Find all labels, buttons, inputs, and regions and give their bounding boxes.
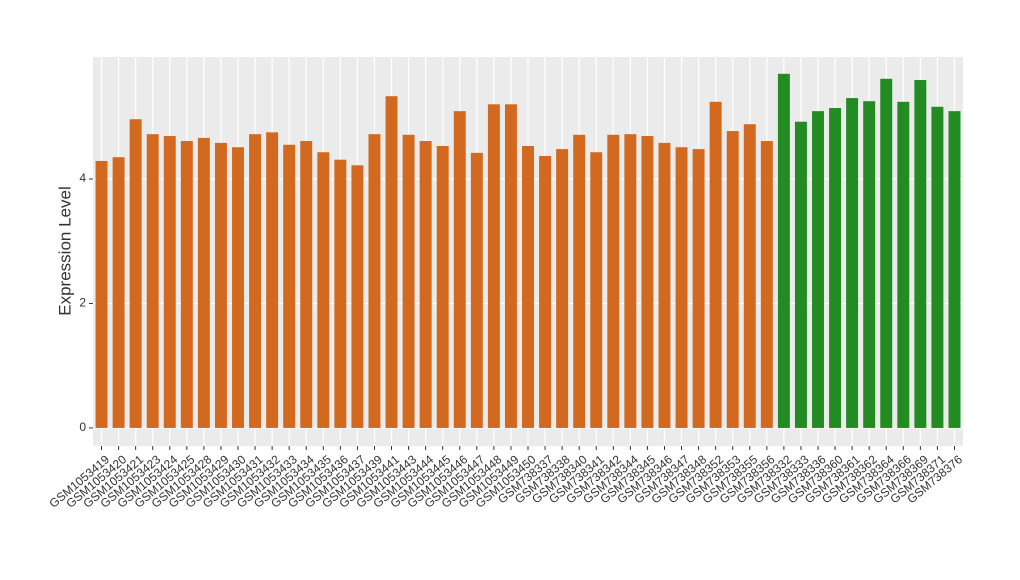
bar bbox=[658, 142, 671, 428]
bar bbox=[487, 104, 500, 428]
bar bbox=[641, 136, 654, 428]
bar bbox=[249, 134, 262, 428]
bar bbox=[931, 106, 944, 428]
bar bbox=[777, 73, 790, 428]
bar bbox=[573, 134, 586, 428]
bar bbox=[709, 101, 722, 428]
bar bbox=[504, 104, 517, 428]
bar bbox=[829, 108, 842, 428]
y-tick-label: 0 bbox=[79, 420, 86, 434]
bar bbox=[180, 141, 193, 428]
bar bbox=[675, 147, 688, 428]
bar bbox=[317, 152, 330, 428]
bar bbox=[129, 119, 142, 428]
bar bbox=[232, 147, 244, 428]
bar bbox=[624, 134, 637, 428]
bar bbox=[334, 159, 347, 428]
bar bbox=[146, 134, 159, 428]
bar bbox=[436, 146, 449, 428]
bar bbox=[112, 157, 125, 428]
bar bbox=[402, 134, 415, 428]
bar bbox=[419, 141, 432, 428]
bar bbox=[897, 101, 910, 428]
bar bbox=[590, 152, 603, 428]
bar bbox=[948, 111, 961, 428]
bar bbox=[726, 131, 739, 428]
bar bbox=[760, 141, 773, 428]
bar bbox=[914, 80, 927, 428]
bar bbox=[214, 142, 227, 428]
bar bbox=[351, 165, 364, 428]
bar bbox=[385, 96, 398, 428]
bar bbox=[266, 132, 279, 428]
y-tick-label: 4 bbox=[79, 171, 86, 185]
bar bbox=[692, 149, 705, 428]
bar bbox=[368, 134, 381, 428]
bar bbox=[880, 78, 893, 428]
bar bbox=[197, 137, 210, 428]
bar bbox=[163, 136, 176, 428]
bar bbox=[470, 152, 483, 428]
bar bbox=[453, 111, 466, 428]
bar bbox=[556, 149, 569, 428]
bar bbox=[539, 155, 552, 428]
bar bbox=[607, 134, 620, 428]
bar bbox=[522, 146, 534, 428]
bar bbox=[95, 160, 108, 428]
y-tick-label: 2 bbox=[79, 296, 86, 310]
y-axis-title: Expression Level bbox=[55, 186, 74, 315]
bar bbox=[300, 141, 313, 428]
bar bbox=[794, 121, 807, 428]
bar bbox=[743, 124, 756, 428]
bar bbox=[846, 98, 859, 428]
bar bbox=[812, 111, 824, 428]
bar bbox=[863, 101, 876, 428]
bar bbox=[283, 144, 296, 428]
